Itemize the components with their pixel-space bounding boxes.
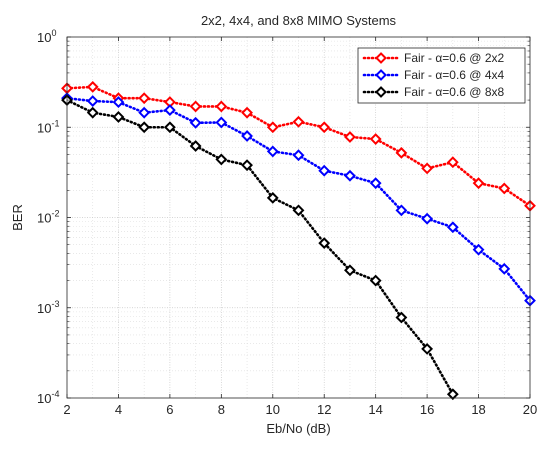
x-tick-label: 4 (115, 402, 122, 417)
data-point (318, 121, 331, 134)
y-tick-label: 10-2 (37, 209, 59, 226)
legend: Fair - α=0.6 @ 2x2 Fair - α=0.6 @ 4x4 Fair… (357, 47, 526, 104)
series-3 (61, 94, 459, 401)
data-point (189, 140, 202, 152)
legend-marker (375, 86, 387, 98)
data-point (241, 106, 253, 119)
data-point (215, 116, 228, 129)
data-point (215, 153, 228, 166)
series-layer (61, 80, 536, 401)
data-point (138, 106, 151, 119)
data-point (266, 121, 279, 134)
data-point (369, 133, 382, 145)
legend-label: Fair - α=0.6 @ 4x4 (404, 68, 504, 82)
legend-marker (375, 69, 387, 81)
data-point (266, 191, 279, 204)
data-point (292, 204, 305, 217)
data-point (86, 106, 99, 119)
y-tick-label: 10-1 (37, 118, 59, 135)
legend-item-2: Fair - α=0.6 @ 4x4 (362, 68, 504, 82)
data-point (421, 212, 434, 225)
x-tick-label: 12 (317, 402, 331, 417)
data-point (163, 121, 176, 134)
data-point (344, 169, 356, 182)
data-point (318, 237, 331, 250)
legend-label: Fair - α=0.6 @ 8x8 (404, 85, 504, 99)
data-point (498, 262, 511, 275)
data-point (189, 116, 202, 129)
data-point (241, 130, 253, 142)
data-point (421, 162, 434, 175)
data-point (369, 177, 382, 190)
legend-marker (375, 52, 387, 64)
data-point (446, 156, 459, 169)
x-tick-label: 8 (218, 402, 225, 417)
data-point (369, 274, 382, 287)
chart-title: 2x2, 4x4, and 8x8 MIMO Systems (201, 13, 397, 28)
x-tick-label: 2 (63, 402, 70, 417)
data-point (241, 159, 253, 172)
grid-lines (67, 37, 530, 398)
legend-label: Fair - α=0.6 @ 2x2 (404, 51, 504, 65)
data-point (395, 204, 408, 217)
y-tick-label: 100 (37, 28, 56, 45)
y-tick-label: 10-3 (37, 299, 59, 316)
data-point (292, 115, 305, 128)
data-point (163, 104, 176, 116)
data-point (189, 100, 202, 113)
y-axis-label: BER (10, 204, 25, 231)
axis-ticks: 2 4 6 8 10 12 14 16 18 20 10-4 10-3 10-2 10-1 100 (37, 28, 537, 417)
x-tick-label: 6 (166, 402, 173, 417)
data-point (215, 100, 228, 113)
series-2 (61, 92, 536, 307)
data-point (318, 164, 331, 177)
data-point (446, 221, 459, 234)
data-point (472, 243, 485, 256)
data-point (472, 177, 485, 190)
data-point (112, 111, 125, 123)
data-point (344, 264, 356, 277)
data-point (395, 311, 408, 324)
data-point (292, 149, 305, 162)
x-axis-label: Eb/No (dB) (266, 421, 330, 436)
data-point (138, 92, 151, 105)
x-tick-label: 14 (368, 402, 382, 417)
data-point (344, 131, 356, 143)
series-line (65, 98, 455, 396)
x-tick-label: 18 (471, 402, 485, 417)
data-point (112, 96, 125, 109)
data-point (86, 80, 99, 93)
legend-item-1: Fair - α=0.6 @ 2x2 (362, 51, 504, 65)
data-point (446, 388, 459, 401)
legend-item-3: Fair - α=0.6 @ 8x8 (362, 85, 504, 99)
data-point (421, 342, 434, 355)
data-point (395, 146, 408, 159)
x-tick-label: 16 (420, 402, 434, 417)
y-tick-label: 10-4 (37, 389, 59, 406)
data-point (266, 145, 279, 158)
data-point (138, 121, 151, 134)
x-tick-label: 10 (266, 402, 280, 417)
data-point (498, 182, 511, 195)
data-point (86, 95, 99, 107)
x-tick-label: 20 (523, 402, 537, 417)
